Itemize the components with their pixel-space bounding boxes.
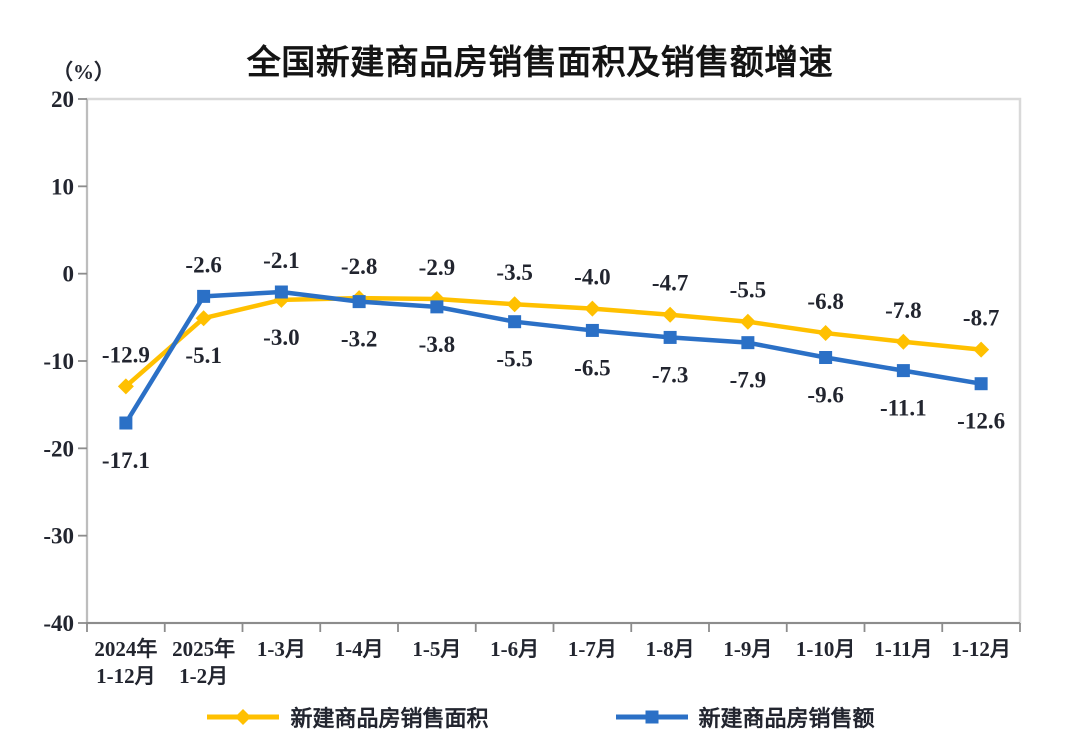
x-tick-label: 1-7月 <box>568 637 617 661</box>
legend-diamond-marker-icon <box>235 709 252 725</box>
data-label: -6.8 <box>807 289 843 314</box>
data-label: -5.5 <box>730 278 766 303</box>
y-tick-label: 0 <box>63 262 75 287</box>
data-point-square <box>197 289 211 303</box>
chart-title: 全国新建商品房销售面积及销售额增速 <box>246 43 834 82</box>
data-label: -7.3 <box>652 362 688 387</box>
data-point-square <box>896 364 910 378</box>
data-label: -9.6 <box>807 383 843 408</box>
x-tick-label: 1-10月 <box>796 637 856 661</box>
x-tick-label-line: 1-12月 <box>951 637 1011 661</box>
y-tick-label: -20 <box>43 436 74 461</box>
data-label: -3.0 <box>263 325 299 350</box>
data-point-diamond <box>584 300 601 317</box>
y-tick-label: -40 <box>43 611 74 636</box>
data-label: -4.7 <box>652 271 688 296</box>
data-point-square <box>974 377 988 391</box>
x-tick-label: 1-9月 <box>723 637 772 661</box>
series-line-1 <box>123 289 984 426</box>
x-tick-label: 1-5月 <box>412 637 461 661</box>
data-label: -2.1 <box>263 248 299 273</box>
data-point-square <box>741 336 755 350</box>
plot-border <box>85 97 1022 625</box>
data-label: -12.6 <box>957 409 1005 434</box>
x-tick-label: 1-3月 <box>257 637 306 661</box>
data-label: -5.1 <box>185 343 221 368</box>
legend-square-marker-icon <box>645 710 658 724</box>
data-point-square <box>585 323 599 337</box>
data-label: -2.9 <box>419 255 455 280</box>
x-tick-label: 1-11月 <box>874 637 932 661</box>
x-tick-label-line: 1-5月 <box>412 637 461 661</box>
legend-swatch-area <box>207 709 280 725</box>
x-tick-label-line: 1-3月 <box>257 637 306 661</box>
data-label: -4.0 <box>574 265 610 290</box>
x-tick-label-line: 1-11月 <box>874 637 932 661</box>
data-point-square <box>819 351 833 365</box>
data-point-diamond <box>195 310 212 327</box>
x-tick-label-line: 1-12月 <box>96 664 156 688</box>
x-tick-label-line: 1-4月 <box>335 637 384 661</box>
data-label: -17.1 <box>102 448 150 473</box>
y-tick-label: 10 <box>51 174 74 199</box>
x-tick-label-line: 2025年 <box>172 637 235 661</box>
data-label: -3.8 <box>419 332 455 357</box>
data-point-diamond <box>662 306 679 323</box>
data-label: -5.5 <box>496 347 532 372</box>
data-point-diamond <box>895 333 912 350</box>
x-tick-label-line: 2024年 <box>94 637 157 661</box>
data-point-diamond <box>117 378 134 395</box>
data-point-square <box>119 416 133 430</box>
x-tick-label-line: 1-9月 <box>723 637 772 661</box>
series-line-0 <box>123 295 984 389</box>
x-tick-label-line: 1-2月 <box>179 664 228 688</box>
data-label: -6.5 <box>574 355 610 380</box>
data-point-square <box>430 300 444 314</box>
legend-label-sales-amount: 新建商品房销售额 <box>698 706 875 731</box>
data-point-square <box>508 315 522 329</box>
x-tick-label-line: 1-8月 <box>646 637 695 661</box>
data-label: -2.6 <box>185 252 221 277</box>
x-tick-label: 1-4月 <box>335 637 384 661</box>
data-point-square <box>352 295 366 309</box>
x-tick-label: 2024年 1-12月 <box>94 637 157 688</box>
data-point-square <box>663 330 677 344</box>
legend-item-sales-amount: 新建商品房销售额 <box>614 701 875 733</box>
data-point-diamond <box>973 341 990 358</box>
data-point-diamond <box>506 296 523 313</box>
data-label: -12.9 <box>102 342 150 367</box>
data-point-diamond <box>739 313 756 330</box>
legend-swatch-amount <box>615 710 688 724</box>
x-tick-label-line: 1-10月 <box>796 637 856 661</box>
data-label: -8.7 <box>963 306 999 331</box>
data-point-square <box>274 285 288 299</box>
y-tick-label: 20 <box>51 87 74 112</box>
x-tick-label-line: 1-7月 <box>568 637 617 661</box>
data-label: -3.5 <box>496 260 532 285</box>
data-label: -11.1 <box>880 396 927 421</box>
data-label: -7.8 <box>885 298 921 323</box>
data-point-diamond <box>817 325 834 342</box>
data-label: -7.9 <box>730 368 766 393</box>
x-tick-label: 2025年 1-2月 <box>172 637 235 688</box>
y-tick-label: -30 <box>43 524 74 549</box>
x-tick-label: 1-6月 <box>490 637 539 661</box>
y-tick-label: -10 <box>43 349 74 374</box>
x-tick-label: 1-8月 <box>646 637 695 661</box>
x-tick-label-line: 1-6月 <box>490 637 539 661</box>
data-label: -2.8 <box>341 254 377 279</box>
data-label: -3.2 <box>341 327 377 352</box>
legend-label-sales-area: 新建商品房销售面积 <box>290 706 489 731</box>
y-axis-unit-label: （%） <box>52 60 115 84</box>
legend: 新建商品房销售面积 新建商品房销售额 <box>0 701 1080 733</box>
x-tick-label: 1-12月 <box>951 637 1011 661</box>
legend-item-sales-area: 新建商品房销售面积 <box>205 701 489 733</box>
